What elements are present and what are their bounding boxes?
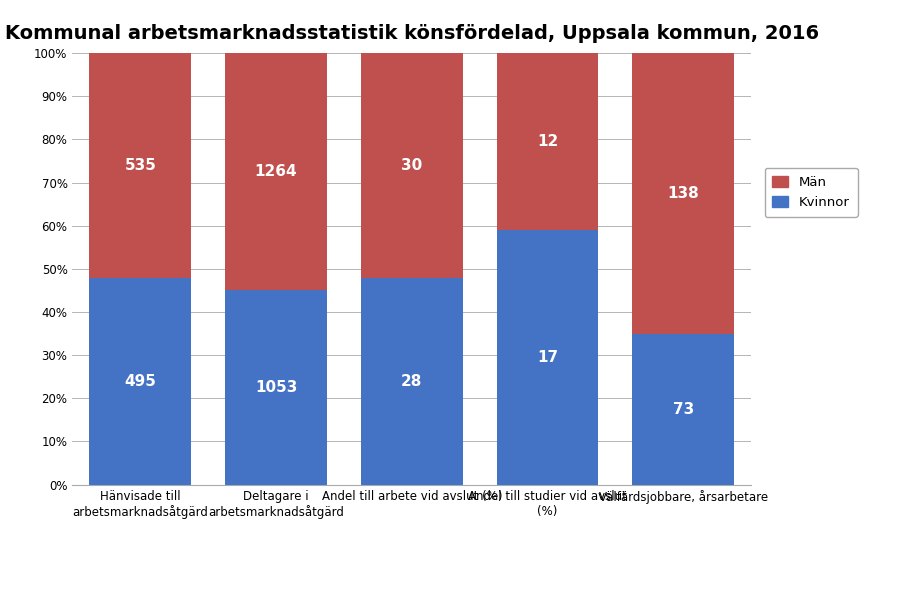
Title: Kommunal arbetsmarknadsstatistik könsfördelad, Uppsala kommun, 2016: Kommunal arbetsmarknadsstatistik könsför… — [5, 24, 819, 43]
Text: 1053: 1053 — [255, 380, 297, 395]
Legend: Män, Kvinnor: Män, Kvinnor — [765, 168, 858, 217]
Text: 12: 12 — [537, 134, 558, 149]
Bar — [90, 278, 191, 485]
Text: 73: 73 — [672, 402, 694, 417]
Bar — [225, 290, 327, 485]
Bar — [225, 53, 327, 290]
Text: 138: 138 — [667, 186, 700, 201]
Text: 1264: 1264 — [254, 164, 298, 179]
Bar — [361, 278, 462, 485]
Bar — [497, 53, 598, 230]
Text: 28: 28 — [401, 374, 423, 388]
Bar — [497, 230, 598, 485]
Bar — [361, 53, 462, 278]
Text: 30: 30 — [401, 158, 423, 173]
Bar — [633, 53, 734, 333]
Text: 495: 495 — [124, 374, 157, 388]
Bar — [90, 53, 191, 278]
Text: 17: 17 — [537, 350, 558, 365]
Bar — [633, 333, 734, 485]
Text: 535: 535 — [124, 158, 157, 173]
